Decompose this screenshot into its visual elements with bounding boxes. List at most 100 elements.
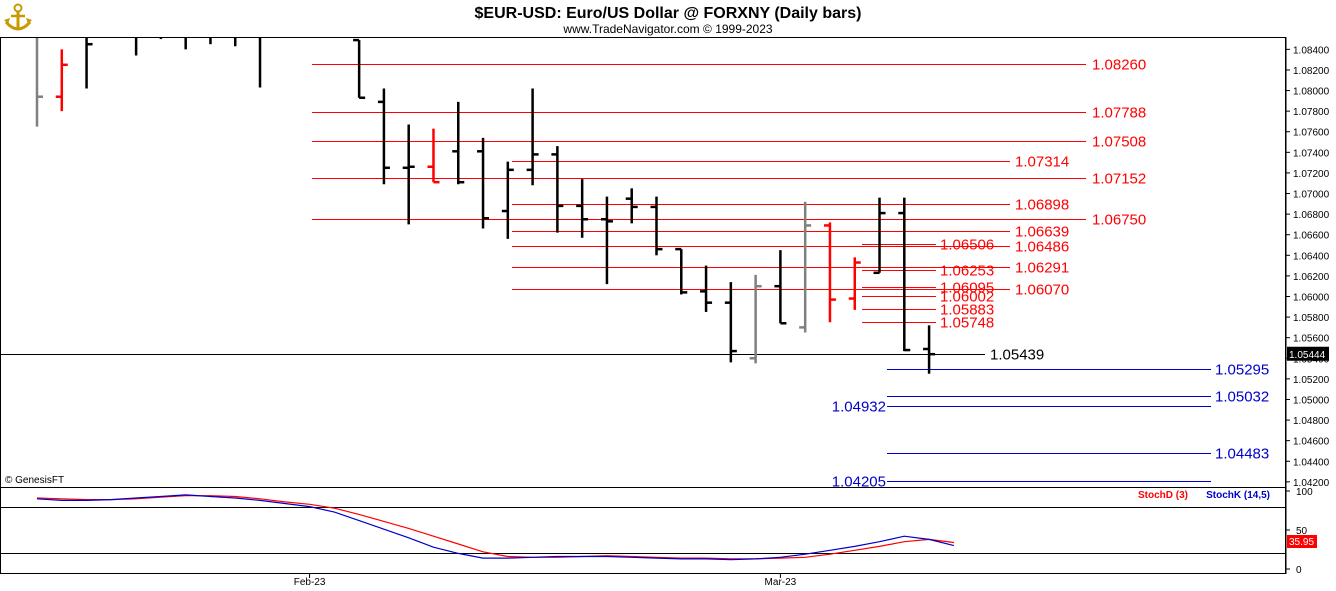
price-tick-label: 1.06400 xyxy=(1293,251,1330,262)
ohlc-bar xyxy=(55,49,68,112)
price-tick-label: 1.05000 xyxy=(1293,395,1330,406)
ohlc-bar xyxy=(159,38,163,40)
level-label: 1.05032 xyxy=(1215,389,1269,406)
price-tick-label: 1.04200 xyxy=(1293,478,1330,489)
level-label: 1.07788 xyxy=(1092,105,1146,122)
stochastic-axis: 100 50 0 xyxy=(1286,487,1313,576)
ohlc-bar xyxy=(501,161,514,239)
level-label: 1.06002 xyxy=(940,289,994,306)
stochastic-pane xyxy=(0,487,1286,574)
copyright-label: © GenesisFT xyxy=(5,475,64,486)
ohlc-bar xyxy=(35,38,43,127)
level-label: 1.06898 xyxy=(1015,197,1069,214)
price-tick-label: 1.05800 xyxy=(1293,313,1330,324)
ohlc-bar xyxy=(402,124,415,225)
level-label: 1.06291 xyxy=(1015,260,1069,277)
price-axis: 1.08400 1.08200 1.08000 1.07800 1.07600 1.074… xyxy=(1286,45,1330,489)
ohlc-bar xyxy=(477,137,490,229)
ohlc-bar xyxy=(848,257,861,310)
ohlc-bar xyxy=(625,188,638,224)
chart-subtitle: www.TradeNavigator.com © 1999-2023 xyxy=(562,22,772,36)
ohlc-bar xyxy=(799,201,812,333)
price-tick-label: 1.08200 xyxy=(1293,66,1330,77)
ohlc-bar xyxy=(452,101,465,185)
stochastic-tick-label: 50 xyxy=(1296,526,1308,537)
level-label: 1.05439 xyxy=(990,347,1044,364)
price-tick-label: 1.04400 xyxy=(1293,457,1330,468)
level-label: 1.06639 xyxy=(1015,224,1069,241)
ohlc-bar xyxy=(526,88,539,186)
ohlc-bar xyxy=(427,128,440,184)
price-tick-label: 1.07000 xyxy=(1293,190,1330,201)
ohlc-bar xyxy=(328,0,340,29)
price-tick-label: 1.05200 xyxy=(1293,375,1330,386)
level-label: 1.07508 xyxy=(1092,134,1146,151)
price-tick-label: 1.04800 xyxy=(1293,416,1330,427)
ohlc-bar xyxy=(823,222,836,323)
stochastic-tick-label: 0 xyxy=(1296,565,1302,576)
level-label: 1.08260 xyxy=(1092,57,1146,74)
price-tick-label: 1.06600 xyxy=(1293,231,1330,242)
current-price-label: 1.05444 xyxy=(1289,350,1326,361)
ohlc-bar xyxy=(724,282,737,363)
chart-title: $EUR-USD: Euro/US Dollar @ FORXNY (Daily… xyxy=(475,5,862,22)
stochastic-tick-label: 100 xyxy=(1296,487,1313,498)
date-tick-label: Mar-23 xyxy=(765,577,797,588)
price-tick-label: 1.07200 xyxy=(1293,169,1330,180)
stochastic-current-badge: 35.95 xyxy=(1287,535,1317,548)
ohlc-bar xyxy=(184,38,187,50)
level-label: 1.06253 xyxy=(940,263,994,280)
level-label: 1.06486 xyxy=(1015,239,1069,256)
ohlc-bar xyxy=(675,247,688,295)
current-price-badge: 1.05444 xyxy=(1287,346,1329,361)
ohlc-bar xyxy=(258,38,262,88)
level-label: 1.04205 xyxy=(832,474,886,491)
level-label: 1.06070 xyxy=(1015,282,1069,299)
level-label: 1.06750 xyxy=(1092,212,1146,229)
level-label: 1.05295 xyxy=(1215,362,1269,379)
stochastic-line xyxy=(36,494,955,561)
price-tick-label: 1.07600 xyxy=(1293,128,1330,139)
ohlc-bar xyxy=(749,274,762,364)
ohlc-bar xyxy=(279,0,291,29)
ohlc-bar xyxy=(576,179,589,238)
legend-stochd: StochD (3) xyxy=(1138,490,1188,501)
level-label: 1.05748 xyxy=(940,315,994,332)
date-tick-label: Feb-23 xyxy=(294,577,326,588)
ohlc-bar xyxy=(600,196,613,285)
level-label: 1.07152 xyxy=(1092,171,1146,188)
price-tick-label: 1.04600 xyxy=(1293,437,1330,448)
ohlc-bar xyxy=(377,88,390,185)
price-tick-label: 1.07800 xyxy=(1293,107,1330,118)
ohlc-bar xyxy=(85,38,93,89)
level-label: 1.04932 xyxy=(832,399,886,416)
ohlc-bar xyxy=(304,0,316,29)
ohlc-bar xyxy=(551,146,564,233)
level-label: 1.05883 xyxy=(940,302,994,319)
price-tick-label: 1.05600 xyxy=(1293,334,1330,345)
stochastic-reference-lines xyxy=(1,507,1285,554)
ohlc-bar xyxy=(700,265,713,312)
level-label: 1.06506 xyxy=(940,237,994,254)
level-label: 1.07314 xyxy=(1015,154,1069,171)
date-axis: Feb-23 Mar-23 xyxy=(294,574,797,588)
ohlc-bar xyxy=(873,197,886,275)
level-label: 1.06095 xyxy=(940,280,994,297)
ohlc-bar xyxy=(650,196,663,256)
price-tick-label: 1.08000 xyxy=(1293,87,1330,98)
ohlc-bar xyxy=(898,197,911,352)
price-tick-label: 1.06000 xyxy=(1293,292,1330,303)
stochastic-current-label: 35.95 xyxy=(1289,537,1314,548)
ohlc-bar xyxy=(105,0,117,29)
level-label: 1.04483 xyxy=(1215,446,1269,463)
stochastic-lines xyxy=(36,494,955,561)
price-levels: 1.08260 1.07788 1.07508 1.07314 1.07152 1.068… xyxy=(1,57,1269,491)
ohlc-bar xyxy=(774,250,787,325)
price-tick-label: 1.06800 xyxy=(1293,210,1330,221)
legend-stochk: StochK (14,5) xyxy=(1206,490,1270,501)
price-bars xyxy=(35,0,936,374)
ohlc-bar xyxy=(134,38,138,56)
price-tick-label: 1.08400 xyxy=(1293,45,1330,56)
price-tick-label: 1.07400 xyxy=(1293,148,1330,159)
